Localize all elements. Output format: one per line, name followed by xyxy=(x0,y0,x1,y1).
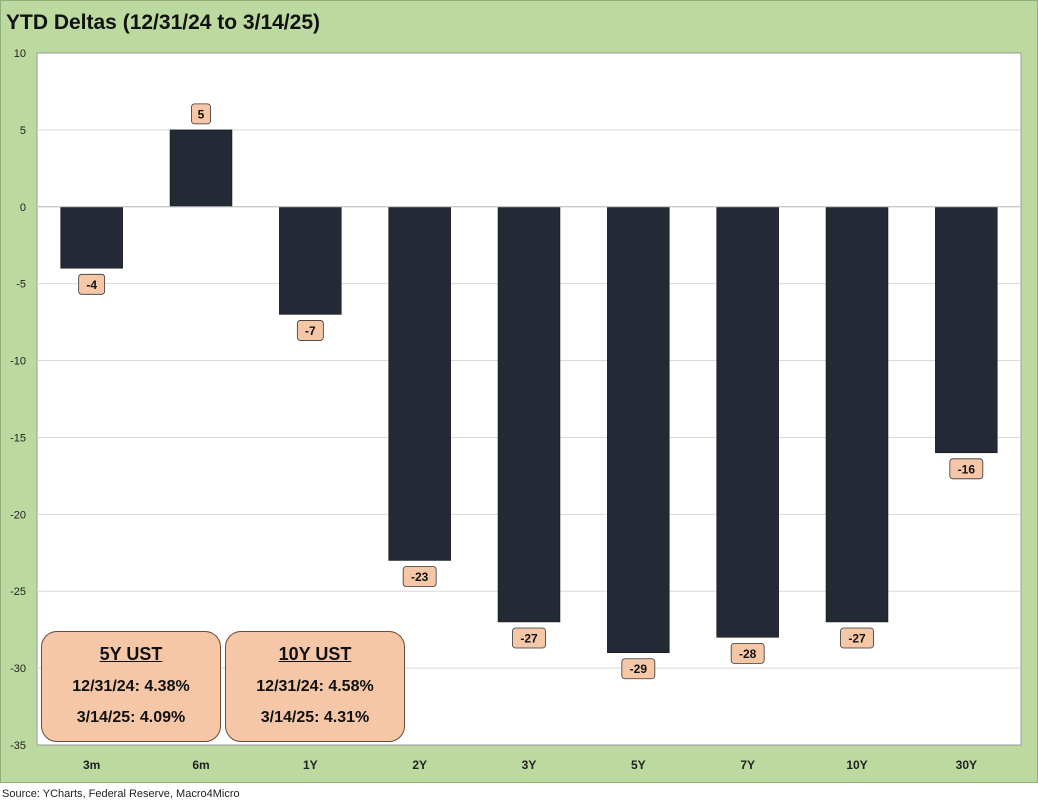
data-label: -27 xyxy=(520,631,538,645)
bar xyxy=(497,206,561,623)
data-label-bg xyxy=(296,320,324,341)
data-label: -28 xyxy=(739,647,757,661)
10y-ust-header: 10Y UST xyxy=(278,644,352,664)
y-tick-label: -20 xyxy=(10,509,26,521)
data-label: -29 xyxy=(630,662,648,676)
data-label-bg xyxy=(949,458,984,480)
data-label: 5 xyxy=(198,107,205,121)
x-tick-label: 3Y xyxy=(522,758,537,772)
bar xyxy=(60,206,123,269)
y-tick-label: -10 xyxy=(10,356,26,368)
data-label: -4 xyxy=(86,278,97,292)
y-tick-label: -5 xyxy=(16,279,26,291)
chart-title: YTD Deltas (12/31/24 to 3/14/25) xyxy=(6,11,320,34)
5y-ust-header: 5Y UST xyxy=(99,644,163,664)
y-tick-label: -15 xyxy=(10,432,26,444)
y-tick-label: -25 xyxy=(10,586,26,598)
y-tick-label: 0 xyxy=(20,202,26,214)
bar xyxy=(825,206,889,623)
source-note: Source: YCharts, Federal Reserve, Macro4… xyxy=(2,788,240,800)
data-label: -7 xyxy=(305,324,316,338)
y-tick-label: 10 xyxy=(14,48,26,60)
bar xyxy=(607,206,670,653)
bar xyxy=(935,206,998,454)
5y-ust-box: 5Y UST 12/31/24: 4.38% 3/14/25: 4.09% xyxy=(41,631,221,742)
data-label-bg xyxy=(402,566,437,587)
bar xyxy=(169,129,233,208)
data-label-bg xyxy=(621,658,656,680)
x-tick-label: 6m xyxy=(192,758,209,772)
data-label-bg xyxy=(730,642,765,664)
bar xyxy=(388,206,451,561)
x-tick-label: 7Y xyxy=(740,758,755,772)
data-label: -16 xyxy=(958,462,976,476)
x-tick-label: 10Y xyxy=(846,758,867,772)
y-tick-label: -35 xyxy=(10,740,26,752)
y-tick-label: -30 xyxy=(10,663,26,675)
data-label-bg xyxy=(840,627,874,649)
bar xyxy=(716,206,779,638)
10y-ust-box: 10Y UST 12/31/24: 4.58% 3/14/25: 4.31% xyxy=(225,631,405,742)
data-label-bg xyxy=(512,627,546,649)
y-tick-label: 5 xyxy=(20,125,26,137)
x-tick-label: 5Y xyxy=(631,758,646,772)
data-label-bg xyxy=(191,103,211,125)
10y-ust-end: 3/14/25: 4.31% xyxy=(260,709,370,726)
data-label: -23 xyxy=(411,570,429,584)
bar-chart: 10 5 0 -5 -10 -15 -20 -25 -30 -35 -4 3m 5 6m -7 1Y -23 2Y… xyxy=(10,48,1022,772)
x-tick-label: 1Y xyxy=(303,758,318,772)
5y-ust-start: 12/31/24: 4.38% xyxy=(72,678,190,695)
data-label-bg xyxy=(78,273,106,295)
x-tick-label: 30Y xyxy=(956,758,977,772)
x-tick-label: 2Y xyxy=(412,758,427,772)
10y-ust-start: 12/31/24: 4.58% xyxy=(256,678,374,695)
5y-ust-end: 3/14/25: 4.09% xyxy=(76,709,186,726)
x-tick-label: 3m xyxy=(83,758,100,772)
data-label: -27 xyxy=(848,631,866,645)
bar xyxy=(279,206,342,315)
